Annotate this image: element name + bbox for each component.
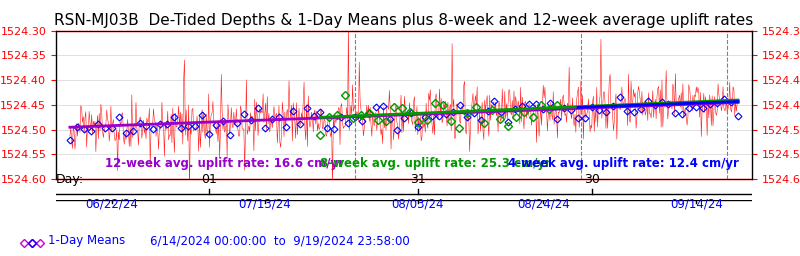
Text: 4-week avg. uplift rate: 12.4 cm/yr: 4-week avg. uplift rate: 12.4 cm/yr [509, 157, 739, 170]
Text: Day:: Day: [56, 173, 84, 186]
Text: 01: 01 [201, 173, 217, 186]
Text: 08/24/24: 08/24/24 [517, 197, 570, 210]
Text: 06/22/24: 06/22/24 [86, 197, 138, 210]
Text: 1-Day Means: 1-Day Means [48, 234, 126, 248]
Text: 09/14/24: 09/14/24 [670, 197, 722, 210]
Text: 12-week avg. uplift rate: 16.6 cm/yr: 12-week avg. uplift rate: 16.6 cm/yr [105, 157, 344, 170]
Text: 30: 30 [584, 173, 600, 186]
Text: 6/14/2024 00:00:00  to  9/19/2024 23:58:00: 6/14/2024 00:00:00 to 9/19/2024 23:58:00 [150, 234, 410, 248]
Text: 08/03/24: 08/03/24 [392, 197, 444, 210]
Title: RSN-MJ03B  De-Tided Depths & 1-Day Means plus 8-week and 12-week average uplift : RSN-MJ03B De-Tided Depths & 1-Day Means … [54, 13, 754, 28]
Text: 31: 31 [410, 173, 426, 186]
Text: 07/13/24: 07/13/24 [238, 197, 291, 210]
Text: 8-week avg. uplift rate: 25.3 cm/yr: 8-week avg. uplift rate: 25.3 cm/yr [321, 157, 551, 170]
